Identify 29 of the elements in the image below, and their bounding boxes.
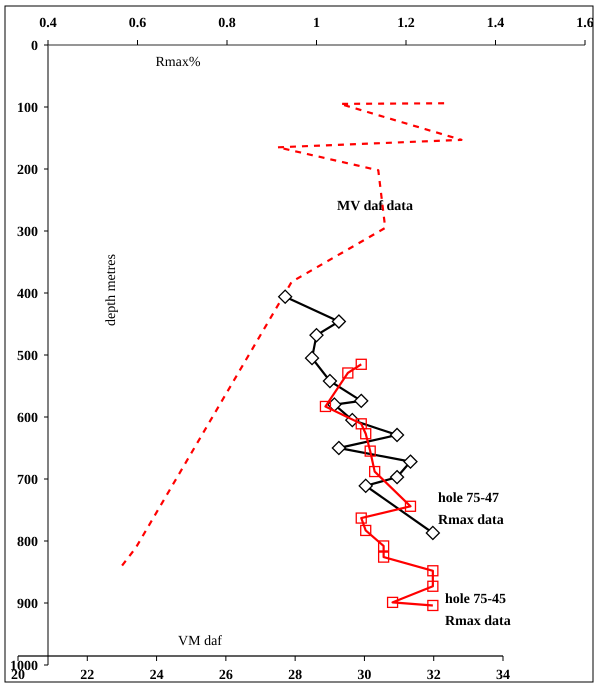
y-tick-label: 100 [17, 100, 38, 116]
x2-axis-title: Rmax% [155, 55, 201, 70]
x2-tick-label: 0.4 [39, 16, 57, 31]
series-label: hole 75-45 Rmax data [445, 592, 511, 629]
y-tick-label: 700 [17, 472, 38, 488]
y-tick-label: 600 [17, 410, 38, 426]
y-tick-label: 900 [17, 596, 38, 612]
series-label: hole 75-47 Rmax data [438, 491, 504, 528]
y-axis-title: depth metres [104, 254, 119, 326]
y-tick-label: 200 [17, 162, 38, 178]
x-axis-title: VM daf [178, 634, 222, 649]
x-tick-label: 24 [150, 668, 164, 683]
x2-tick-label: 1 [313, 16, 320, 31]
x2-tick-label: 1.4 [486, 16, 504, 31]
y-tick-label: 0 [31, 38, 38, 54]
x-tick-label: 28 [288, 668, 302, 683]
x-tick-label: 26 [218, 668, 233, 683]
x-tick-label: 22 [80, 668, 94, 683]
y-tick-label: 300 [17, 224, 38, 240]
x-tick-label: 34 [496, 668, 510, 683]
x-tick-label: 30 [357, 668, 372, 683]
x2-tick-label: 1.2 [397, 16, 415, 31]
x-tick-label: 32 [426, 668, 441, 683]
x2-tick-label: 0.8 [218, 16, 236, 31]
y-tick-label: 500 [17, 348, 38, 364]
x2-tick-label: 0.6 [128, 16, 146, 31]
y-tick-label: 400 [17, 286, 38, 302]
y-tick-label: 800 [17, 534, 38, 550]
series-label: MV daf data [337, 199, 413, 214]
